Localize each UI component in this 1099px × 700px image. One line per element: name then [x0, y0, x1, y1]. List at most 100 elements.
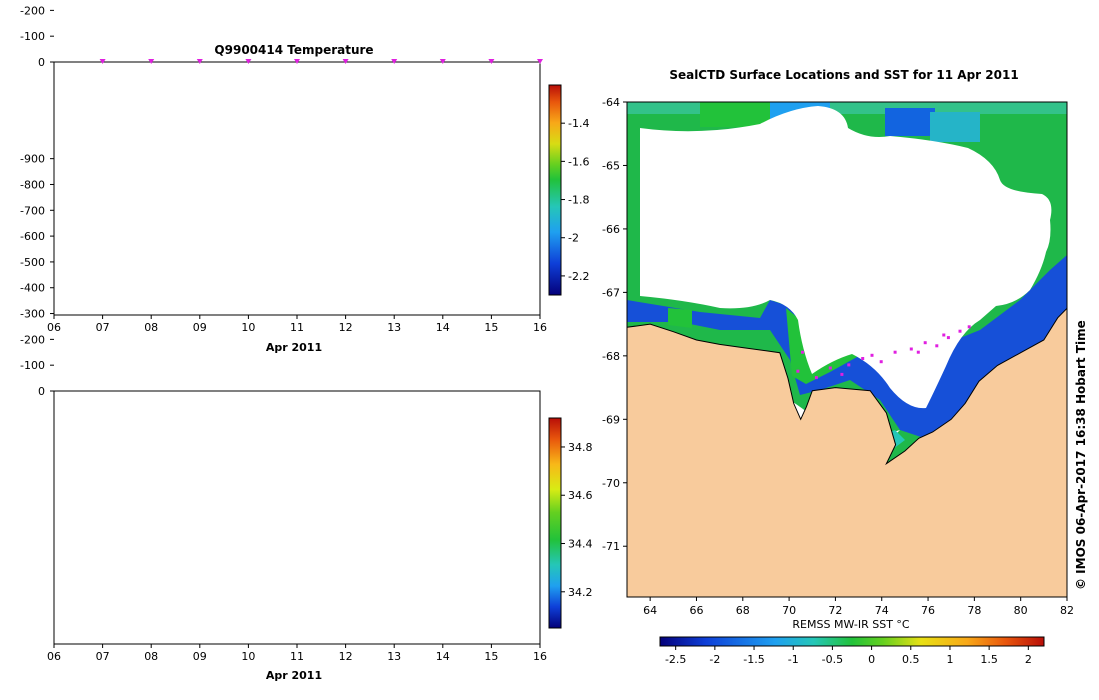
map-latitude-axis: -64 -65 -66 -67 -68 -69 -70 -71 [602, 96, 627, 553]
t-x-tick-label: 12 [339, 321, 353, 334]
station-marker [801, 350, 804, 354]
station-marker [840, 372, 844, 376]
sst-colorbar-tick-label: 1.5 [980, 653, 998, 666]
temperature-x-axis-label: Apr 2011 [266, 341, 322, 354]
map-lon-tick-label: 68 [736, 604, 750, 617]
station-marker [942, 333, 946, 337]
s-x-tick-label: 12 [339, 650, 353, 663]
map-lon-tick-label: 70 [782, 604, 796, 617]
t-colorbar-tick-label: -1.4 [568, 117, 589, 130]
salinity-x-axis: 06 07 08 09 10 11 12 13 14 15 16 [47, 644, 547, 663]
station-time-marker [148, 59, 155, 64]
map-lon-tick-label: 82 [1060, 604, 1074, 617]
s-colorbar-tick-label: 34.8 [568, 441, 593, 454]
map-lon-tick-label: 80 [1014, 604, 1028, 617]
map-lon-tick-label: 78 [967, 604, 981, 617]
antarctic-land [627, 307, 1067, 597]
station-marker [909, 347, 913, 351]
t-x-tick-label: 15 [484, 321, 498, 334]
s-y-tick-label: -600 [20, 230, 45, 243]
sst-colorbar-tick-label: 0 [868, 653, 875, 666]
sst-colorbar-tick-label: 1 [946, 653, 953, 666]
station-time-marker [294, 59, 300, 64]
map-lat-tick-label: -71 [602, 540, 620, 553]
station-time-marker [488, 59, 495, 64]
station-marker [923, 341, 927, 345]
map-lat-tick-label: -69 [602, 413, 620, 426]
sst-colorbar-ticks: -2.5 -2 -1.5 -1 -0.5 0 0.5 1 1.5 2 [665, 646, 1032, 666]
s-y-tick-label: -200 [20, 333, 45, 346]
sst-colorbar [659, 636, 1045, 647]
station-marker [946, 336, 950, 340]
map-lat-tick-label: -64 [602, 96, 620, 109]
station-marker [814, 376, 818, 380]
station-marker [935, 344, 939, 348]
t-x-tick-label: 10 [241, 321, 255, 334]
s-x-tick-label: 08 [144, 650, 158, 663]
temperature-station-marks [99, 59, 543, 64]
s-y-tick-label: -500 [20, 256, 45, 269]
station-time-marker [196, 59, 203, 64]
s-x-tick-label: 07 [96, 650, 110, 663]
sst-colorbar-caption: REMSS MW-IR SST °C [792, 618, 910, 631]
s-y-tick-label: -100 [20, 359, 45, 372]
t-x-tick-label: 07 [96, 321, 110, 334]
sst-cyan-patch [930, 112, 980, 142]
t-x-tick-label: 06 [47, 321, 61, 334]
t-x-tick-label: 08 [144, 321, 158, 334]
map-lon-tick-label: 64 [643, 604, 657, 617]
t-colorbar-tick-label: -1.8 [568, 194, 589, 207]
map-title: SealCTD Surface Locations and SST for 11… [669, 68, 1018, 82]
station-time-marker [99, 59, 106, 64]
map-lon-tick-label: 66 [689, 604, 703, 617]
sst-colorbar-tick-label: -1 [788, 653, 799, 666]
map-lat-tick-label: -68 [602, 350, 620, 363]
t-x-tick-label: 09 [193, 321, 207, 334]
station-marker [893, 350, 897, 354]
sst-colorbar-tick-label: -0.5 [822, 653, 843, 666]
temperature-colorbar [548, 84, 562, 296]
station-marker [870, 353, 874, 357]
station-marker [879, 360, 883, 364]
map-lon-tick-label: 74 [875, 604, 889, 617]
s-colorbar-tick-label: 34.4 [568, 538, 593, 551]
s-colorbar-tick-label: 34.6 [568, 489, 593, 502]
map-lon-tick-label: 76 [921, 604, 935, 617]
s-x-tick-label: 14 [436, 650, 450, 663]
station-marker [861, 357, 865, 360]
sst-colorbar-tick-label: 0.5 [902, 653, 920, 666]
s-colorbar-tick-label: 34.2 [568, 586, 593, 599]
salinity-x-axis-label: Apr 2011 [266, 669, 322, 682]
sst-colorbar-tick-label: -2 [709, 653, 720, 666]
t-x-tick-label: 14 [436, 321, 450, 334]
salinity-colorbar-ticks: 34.8 34.6 34.4 34.2 [561, 441, 593, 599]
temperature-y-axis: 0-100-200-300-400-500-600-700-800-900 [20, 4, 54, 69]
sst-map-area [627, 102, 1067, 597]
s-x-tick-label: 15 [484, 650, 498, 663]
station-time-marker [537, 59, 543, 64]
t-colorbar-tick-label: -2 [568, 232, 579, 245]
salinity-y-axis: 0 -100 -200 -300 -400 -500 -600 -700 -800 -900 [20, 153, 54, 398]
t-colorbar-tick-label: -1.6 [568, 155, 589, 168]
s-x-tick-label: 09 [193, 650, 207, 663]
station-time-marker [439, 59, 446, 64]
s-y-tick-label: -400 [20, 282, 45, 295]
station-marker [847, 363, 851, 367]
sst-colorbar-tick-label: 2 [1025, 653, 1032, 666]
map-longitude-axis: 64 66 68 70 72 74 76 78 80 82 [643, 597, 1074, 617]
station-marker [916, 350, 920, 354]
s-x-tick-label: 10 [241, 650, 255, 663]
sst-colorbar-tick-label: -2.5 [665, 653, 686, 666]
temperature-x-axis: 06 07 08 09 10 11 12 13 14 15 16 [47, 315, 547, 334]
credit-text: © IMOS 06-Apr-2017 16:38 Hobart Time [1074, 320, 1088, 590]
t-x-tick-label: 16 [533, 321, 547, 334]
station-time-marker [245, 59, 252, 64]
map-lat-tick-label: -67 [602, 286, 620, 299]
station-marker [958, 329, 962, 333]
station-time-marker [342, 59, 349, 64]
s-x-tick-label: 11 [290, 650, 304, 663]
s-x-tick-label: 16 [533, 650, 547, 663]
s-y-tick-label: 0 [38, 385, 45, 398]
temperature-plot-frame [53, 61, 541, 316]
